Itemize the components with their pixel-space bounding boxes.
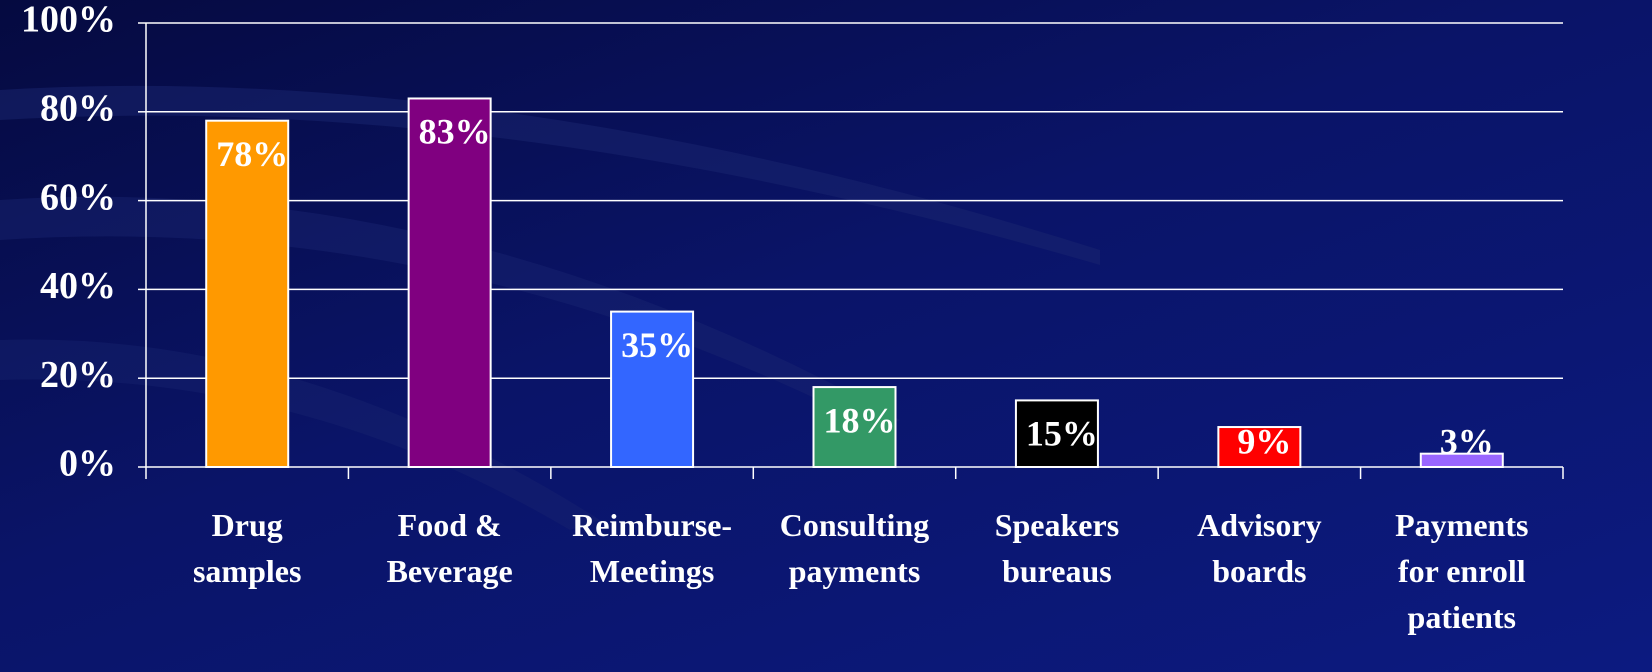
y-tick-label: 20% [40, 354, 116, 396]
bar [407, 97, 492, 468]
value-label: 18% [824, 400, 896, 440]
bar [205, 119, 290, 469]
x-tick-label: Speakers bureaus [994, 507, 1120, 589]
x-tick-label: Consulting payments [779, 507, 930, 589]
x-tick-label: Drug samples [192, 507, 302, 589]
bar [812, 386, 897, 468]
bar [610, 310, 695, 468]
x-tick-label: Advisory boards [1197, 507, 1322, 589]
value-label: 78% [216, 134, 288, 174]
bar [1014, 399, 1099, 468]
bar [1217, 426, 1302, 469]
swoosh [0, 85, 1100, 265]
x-tick-label: Payments for enroll patients [1395, 507, 1529, 635]
value-label: 15% [1026, 414, 1098, 454]
y-tick-label: 80% [40, 88, 116, 130]
x-tick-label: Food & Beverage [386, 507, 513, 589]
swoosh [0, 339, 600, 530]
x-tick-label: Reimburse- Meetings [572, 507, 733, 589]
y-tick-label: 60% [40, 176, 116, 218]
y-tick-label: 100% [21, 0, 116, 41]
bar [1419, 452, 1504, 468]
value-label: 35% [621, 325, 693, 365]
value-label: 3% [1440, 421, 1494, 461]
y-tick-label: 0% [59, 443, 116, 485]
y-tick-label: 40% [40, 265, 116, 307]
value-label: 9% [1237, 421, 1291, 461]
value-label: 83% [419, 112, 491, 152]
